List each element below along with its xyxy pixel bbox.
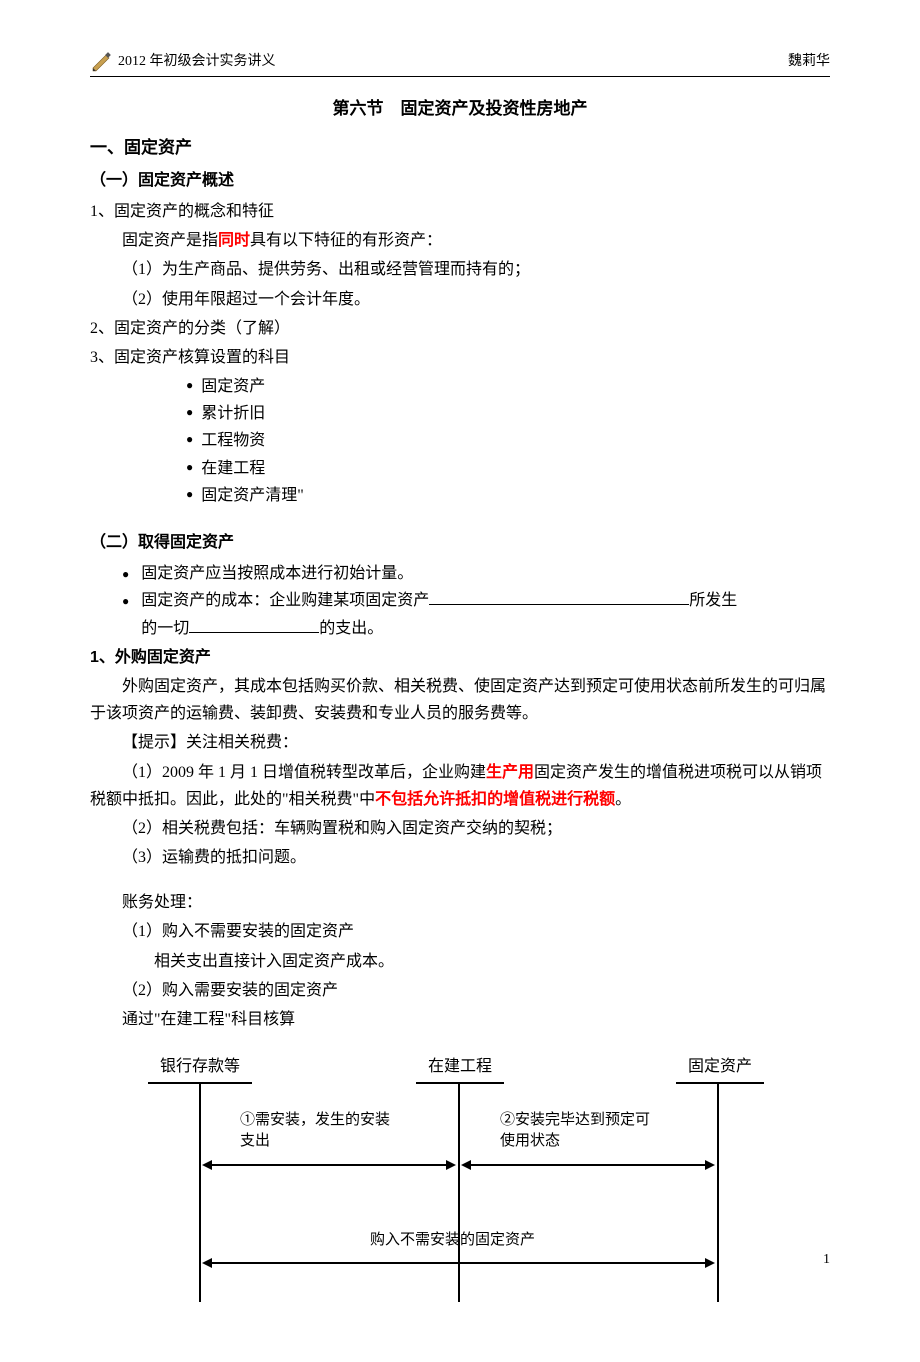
heading-1-2: （二）取得固定资产 [90, 529, 830, 556]
text: 所发生 [689, 592, 737, 609]
list-item: 固定资产 [186, 373, 830, 400]
para: 1、固定资产的概念和特征 [90, 198, 830, 225]
t-stem [717, 1082, 719, 1302]
text: ②安装完毕达到预定可 [500, 1112, 650, 1128]
t-account-diagram: 银行存款等 在建工程 固定资产 ①需安装，发生的安装 支出 ②安装完毕达到预定可… [100, 1053, 820, 1302]
text: （1）2009 年 1 月 1 日增值税转型改革后，企业购建 [122, 764, 486, 781]
para: 账务处理： [90, 889, 830, 916]
list-item: 累计折旧 [186, 400, 830, 427]
account-label: 在建工程 [416, 1053, 504, 1084]
t-stem [458, 1082, 460, 1302]
list-item: 固定资产清理" [186, 482, 830, 509]
text: ①需安装，发生的安装 [240, 1112, 390, 1128]
text: 固定资产的成本：企业购建某项固定资产 所发生 的一切 的支出。 [141, 587, 737, 641]
para: （2）相关税费包括：车辆购置税和购入固定资产交纳的契税； [90, 815, 830, 842]
account-label: 固定资产 [676, 1053, 764, 1084]
text: 支出 [240, 1133, 270, 1149]
text: 。 [615, 791, 631, 808]
text: 取得固定资产 [138, 534, 234, 551]
heading-1: 一、固定资产 [90, 134, 830, 163]
text: 具有以下特征的有形资产： [250, 232, 442, 249]
para: （1）购入不需要安装的固定资产 [90, 918, 830, 945]
list-item: ● 固定资产的成本：企业购建某项固定资产所发生 的一切的支出。 [122, 587, 830, 641]
text: 固定资产应当按照成本进行初始计量。 [141, 560, 413, 587]
para: （1）为生产商品、提供劳务、出租或经营管理而持有的； [90, 256, 830, 283]
annotation: 购入不需安装的固定资产 [370, 1230, 535, 1251]
text: 购入不需安装的固定资产 [370, 1232, 535, 1248]
blank-underline [189, 632, 319, 633]
para: 固定资产是指同时具有以下特征的有形资产： [90, 227, 830, 254]
text: 的一切 [141, 620, 189, 637]
header-left: 2012 年初级会计实务讲义 [90, 50, 276, 74]
text: 固定资产的成本：企业购建某项固定资产 [141, 592, 429, 609]
para: （2）购入需要安装的固定资产 [90, 977, 830, 1004]
header-left-text: 2012 年初级会计实务讲义 [118, 50, 276, 74]
para: 2、固定资产的分类（了解） [90, 315, 830, 342]
account-label: 银行存款等 [148, 1053, 252, 1084]
heading-1-2-1: 1、外购固定资产 [90, 644, 830, 671]
arrow [463, 1164, 713, 1166]
para: 通过"在建工程"科目核算 [90, 1006, 830, 1033]
annotation: ②安装完毕达到预定可 使用状态 [500, 1110, 650, 1152]
para: （3）运输费的抵扣问题。 [90, 844, 830, 871]
para: （1）2009 年 1 月 1 日增值税转型改革后，企业购建生产用固定资产发生的… [90, 759, 830, 813]
header-right-text: 魏莉华 [788, 50, 830, 74]
pen-icon [90, 50, 114, 74]
text: （二） [90, 534, 138, 551]
annotation: ①需安装，发生的安装 支出 [240, 1110, 390, 1152]
para: 【提示】关注相关税费： [90, 729, 830, 756]
list-item: 在建工程 [186, 455, 830, 482]
page-header: 2012 年初级会计实务讲义 魏莉华 [90, 50, 830, 77]
emphasis-red: 生产用 [486, 764, 534, 781]
text: 使用状态 [500, 1133, 560, 1149]
page-number: 1 [823, 1248, 830, 1272]
arrow [204, 1262, 713, 1264]
para: 3、固定资产核算设置的科目 [90, 344, 830, 371]
section-title: 第六节 固定资产及投资性房地产 [90, 95, 830, 124]
text: 的支出。 [319, 620, 383, 637]
subject-list: 固定资产 累计折旧 工程物资 在建工程 固定资产清理" [90, 373, 830, 509]
blank-underline [429, 604, 689, 605]
list-item: 工程物资 [186, 427, 830, 454]
para: 外购固定资产，其成本包括购买价款、相关税费、使固定资产达到预定可使用状态前所发生… [90, 673, 830, 727]
heading-1-1: （一）固定资产概述 [90, 167, 830, 194]
arrow [204, 1164, 454, 1166]
t-stem [199, 1082, 201, 1302]
list-item: ●固定资产应当按照成本进行初始计量。 [122, 560, 830, 587]
point-list: ●固定资产应当按照成本进行初始计量。 ● 固定资产的成本：企业购建某项固定资产所… [90, 560, 830, 642]
emphasis-red: 不包括允许抵扣的增值税进行税额 [375, 791, 615, 808]
para: （2）使用年限超过一个会计年度。 [90, 286, 830, 313]
para: 相关支出直接计入固定资产成本。 [90, 948, 830, 975]
emphasis-red: 同时 [218, 232, 250, 249]
text: 固定资产是指 [122, 232, 218, 249]
